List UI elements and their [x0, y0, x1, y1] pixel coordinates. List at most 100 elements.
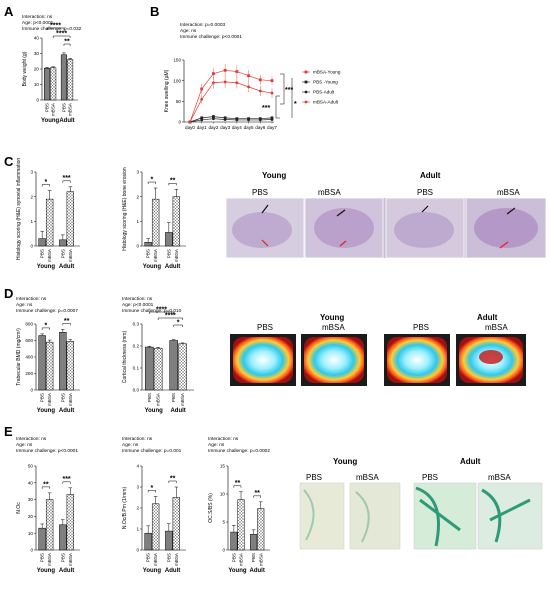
stats-line: Immune challenge: p=0.0002: [208, 448, 270, 454]
y-axis-label: Knee swelling (µM): [164, 69, 170, 112]
x-tick-label: day6: [255, 125, 265, 130]
panel-label-b: B: [150, 4, 159, 19]
data-point: [188, 120, 192, 124]
x-tick-label: PBS: [60, 249, 65, 258]
y-axis-label: Histology scoring (H&E) bone erosion: [122, 167, 128, 251]
trap-label-0: PBS: [306, 473, 322, 482]
data-point: [212, 72, 215, 76]
y-tick-label: 3: [136, 170, 139, 175]
significance-bracket: [41, 327, 50, 330]
series-line: [189, 118, 273, 123]
stats-line: Interaction: ns: [16, 436, 47, 442]
x-tick-label: PBS: [40, 393, 45, 402]
stats-line: Interaction: ns: [122, 296, 153, 302]
y-tick-label: 40: [34, 36, 40, 41]
y-tick-label: 30: [28, 497, 34, 502]
significance-label: **: [64, 38, 70, 45]
ct-label-3: mBSA: [485, 323, 508, 332]
y-tick-label: 1: [136, 219, 139, 224]
he-label-2: PBS: [417, 188, 433, 197]
y-tick-label: 0: [136, 244, 139, 249]
stats-line: Immune challenge: p<0.0001: [180, 34, 242, 40]
group-label: Adult: [165, 568, 180, 574]
bar: [237, 499, 245, 551]
significance-label: *: [177, 319, 180, 326]
x-tick-label: mBSA: [68, 552, 73, 566]
y-tick-label: 0.1: [133, 366, 140, 371]
x-tick-label: PBS: [251, 553, 256, 562]
stats-line: Age: p<0.0001: [122, 302, 154, 308]
data-point: [212, 81, 215, 85]
x-tick-label: day5: [244, 125, 254, 130]
y-tick-label: 0: [178, 120, 181, 125]
x-tick-label: mBSA: [239, 552, 244, 566]
significance-bracket: [62, 323, 71, 326]
bar: [165, 232, 173, 247]
significance-bracket: [63, 43, 71, 46]
significance-label: *: [294, 101, 297, 108]
group-label: Young: [37, 408, 56, 414]
data-point: [270, 79, 274, 83]
significance-label: ***: [262, 105, 270, 112]
significance-label: ***: [285, 87, 293, 94]
histology-image-panel-c: Young Adult PBS mBSA PBS mBSA: [225, 171, 547, 259]
data-point: [247, 118, 250, 122]
stats-line: Age: ns: [122, 442, 139, 448]
data-point: [200, 118, 204, 122]
data-point: [200, 97, 204, 101]
significance-label: ****: [156, 306, 167, 313]
x-tick-label: PBS: [166, 553, 171, 562]
group-label: Young: [143, 568, 162, 574]
bar: [165, 530, 173, 551]
y-tick-label: 0.3: [133, 322, 140, 327]
bar: [250, 534, 258, 551]
ct-label-1: mBSA: [322, 323, 345, 332]
bar: [45, 341, 54, 391]
significance-bracket: [280, 73, 285, 105]
stats-line: Immune challenge: p=0.001: [122, 448, 182, 454]
data-point: [235, 118, 239, 122]
y-tick-label: 20: [28, 514, 34, 519]
data-point: [223, 80, 227, 84]
data-point: [235, 81, 239, 85]
stats-line: Immune challenge: p=0.0007: [16, 308, 78, 314]
panel-label-c: C: [4, 154, 14, 169]
x-tick-label: day1: [197, 125, 207, 130]
panel-c-group-young: Young: [262, 171, 286, 180]
data-point: [223, 116, 227, 120]
bar: [38, 335, 46, 391]
significance-label: **: [170, 178, 176, 185]
bar: [60, 54, 68, 101]
x-tick-label: mBSA: [156, 392, 161, 406]
data-point: [200, 87, 204, 91]
y-tick-label: 20: [34, 67, 40, 72]
stats-line: Immune challenge: p=0.010: [122, 308, 182, 314]
significance-bracket: [147, 181, 156, 185]
y-tick-label: 0: [30, 548, 33, 553]
significance-label: *: [151, 176, 154, 183]
x-tick-label: mBSA: [47, 392, 52, 406]
y-axis-label: N.Oc: [16, 502, 22, 514]
y-tick-label: 3: [30, 170, 33, 175]
microct-image-panel-d: Young Adult PBS mBSA PBS mBSA: [230, 313, 526, 386]
bar: [38, 238, 46, 247]
series-line: [189, 116, 273, 123]
y-tick-label: 150: [173, 58, 181, 63]
stats-line: Age: p<0.0001: [22, 20, 54, 26]
he-label-3: mBSA: [497, 188, 520, 197]
significance-bracket: [62, 481, 71, 484]
y-tick-label: 0: [30, 388, 33, 393]
x-tick-label: mBSA: [153, 552, 158, 566]
stats-line: Interaction: ns: [122, 436, 153, 442]
bar: [50, 67, 57, 101]
significance-bracket: [157, 317, 183, 320]
x-tick-label: mBSA: [68, 102, 73, 116]
panel-label-a: A: [4, 4, 14, 19]
legend-marker: [304, 90, 308, 94]
trap-image-adult-pbs: [413, 482, 477, 550]
bar: [230, 531, 238, 551]
y-tick-label: 0.0: [133, 388, 140, 393]
